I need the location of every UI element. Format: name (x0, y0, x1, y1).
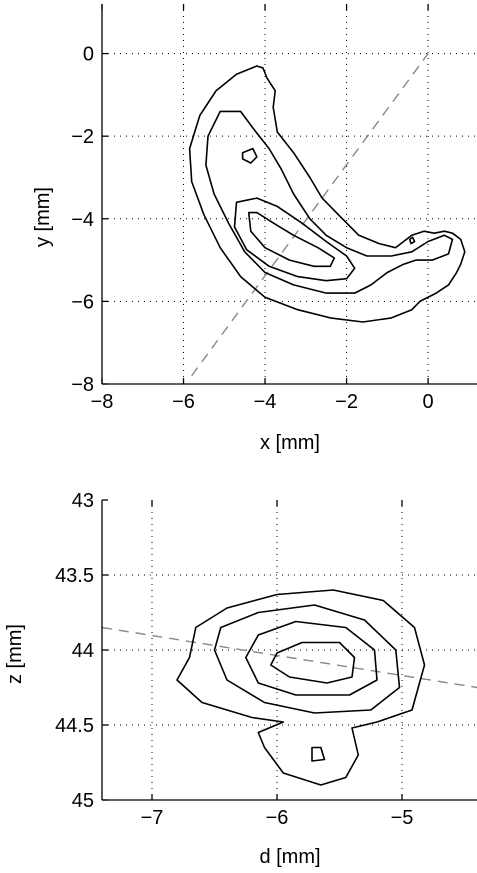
contour-line (233, 197, 356, 282)
x-tick-label: −2 (335, 391, 358, 413)
y-tick-label: 43.5 (55, 565, 94, 587)
x-tick-label: 0 (423, 391, 434, 413)
bottom-panel: −7 −6 −5 43 43.5 44 44.5 45 d [mm] z [mm] (4, 490, 477, 868)
x-tick-label: −6 (266, 807, 289, 829)
x-ticks-top: −8 −6 −4 −2 0 (91, 4, 434, 413)
contour-line (213, 604, 401, 714)
axes-top (101, 4, 477, 385)
x-tick-label: −6 (172, 391, 195, 413)
reference-line (191, 53, 429, 377)
contour-line (188, 65, 466, 323)
contour-line (205, 110, 454, 294)
top-panel: −8 −6 −4 −2 0 −8 −6 −4 −2 0 x [mm] y [mm] (32, 4, 477, 454)
y-tick-label: 0 (83, 44, 94, 66)
y-axis-label-bottom: z [mm] (4, 624, 26, 684)
contour-line (408, 236, 416, 245)
contour-line (270, 641, 356, 684)
y-axis-label-top: y [mm] (32, 187, 54, 247)
x-tick-label: −8 (91, 391, 114, 413)
contour-line (245, 620, 378, 696)
grid-top (102, 4, 477, 384)
grid-bottom (102, 500, 477, 800)
x-ticks-bottom: −7 −6 −5 (141, 500, 414, 829)
ref-line-top (191, 53, 429, 377)
x-tick-label: −5 (391, 807, 414, 829)
y-ticks-bottom: 43 43.5 44 44.5 45 (55, 490, 108, 812)
y-tick-label: −2 (71, 126, 94, 148)
ref-line-bottom (101, 626, 477, 689)
x-axis-label-bottom: d [mm] (259, 846, 320, 868)
y-tick-label: −4 (71, 209, 94, 231)
x-axis-label-top: x [mm] (260, 432, 320, 454)
contour-line (241, 147, 258, 164)
y-ticks-top: −8 −6 −4 −2 0 (71, 44, 108, 396)
x-tick-label: −4 (254, 391, 277, 413)
reference-line (101, 626, 477, 689)
y-tick-label: 44.5 (55, 715, 94, 737)
contour-line (311, 746, 326, 762)
y-tick-label: −6 (71, 291, 94, 313)
y-tick-label: −8 (71, 374, 94, 396)
y-tick-label: 44 (72, 640, 94, 662)
contours-bottom (176, 589, 426, 786)
x-tick-label: −7 (141, 807, 164, 829)
y-tick-label: 43 (72, 490, 94, 512)
contour-line (247, 211, 336, 268)
y-tick-label: 45 (72, 790, 94, 812)
contours-top (188, 65, 466, 323)
contour-line (176, 589, 426, 786)
